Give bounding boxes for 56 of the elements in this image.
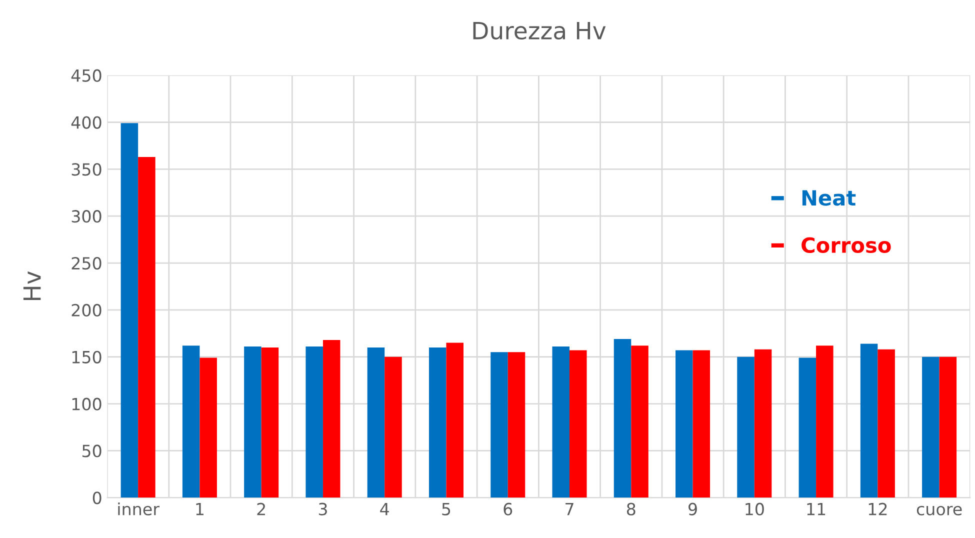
bar [922, 356, 940, 498]
bar [261, 347, 279, 498]
bar [244, 346, 262, 498]
y-tick-label: 100 [72, 398, 102, 410]
bar [446, 342, 464, 498]
x-tick-label: 4 [380, 503, 389, 516]
bar [754, 349, 772, 498]
y-axis-title: Hv [23, 271, 41, 300]
y-tick-label: 300 [72, 210, 102, 223]
bar [138, 156, 156, 498]
bar [367, 347, 385, 498]
x-tick-label: 9 [688, 502, 697, 516]
bar [614, 339, 632, 498]
x-tick-label: 6 [504, 502, 512, 516]
bar [939, 356, 957, 498]
x-tick-label: 3 [318, 502, 327, 516]
x-tick-label: 5 [442, 503, 450, 516]
bar [490, 352, 508, 498]
legend-label: Corroso [802, 237, 891, 253]
y-tick-label: 50 [82, 444, 102, 458]
x-tick-label: 8 [626, 502, 636, 516]
x-tick-label: 11 [807, 503, 826, 516]
y-tick-label: 0 [92, 492, 102, 504]
y-tick-label: 350 [72, 163, 102, 176]
bar [508, 352, 526, 498]
bar [384, 356, 402, 498]
bar [798, 358, 816, 498]
bar [878, 349, 895, 498]
y-tick-label: 150 [72, 350, 102, 364]
y-tick-label: 400 [71, 116, 102, 129]
x-tick-label: 1 [196, 503, 204, 516]
bar [322, 340, 340, 498]
x-tick-label: cuore [916, 506, 962, 516]
y-tick-label: 250 [72, 256, 102, 270]
bar [676, 350, 693, 498]
x-tick-label: 12 [868, 502, 887, 516]
bar [120, 123, 138, 498]
y-tick-label: 450 [71, 69, 102, 82]
bar [182, 346, 200, 498]
bar [816, 346, 834, 498]
chart-title: Durezza Hv [473, 22, 606, 40]
bar [552, 346, 570, 498]
bar [860, 344, 878, 498]
bar [306, 346, 323, 498]
bar [428, 347, 446, 498]
bar [631, 346, 648, 498]
y-tick-label: 200 [72, 304, 102, 317]
x-tick-label: 7 [566, 503, 574, 516]
bar [692, 350, 710, 498]
bar [570, 350, 587, 498]
legend-label: Neat [802, 190, 856, 206]
bar [200, 358, 217, 498]
bar [737, 356, 754, 498]
x-tick-label: 2 [257, 502, 265, 516]
x-tick-label: inner [118, 502, 160, 516]
x-tick-label: 10 [746, 502, 764, 516]
